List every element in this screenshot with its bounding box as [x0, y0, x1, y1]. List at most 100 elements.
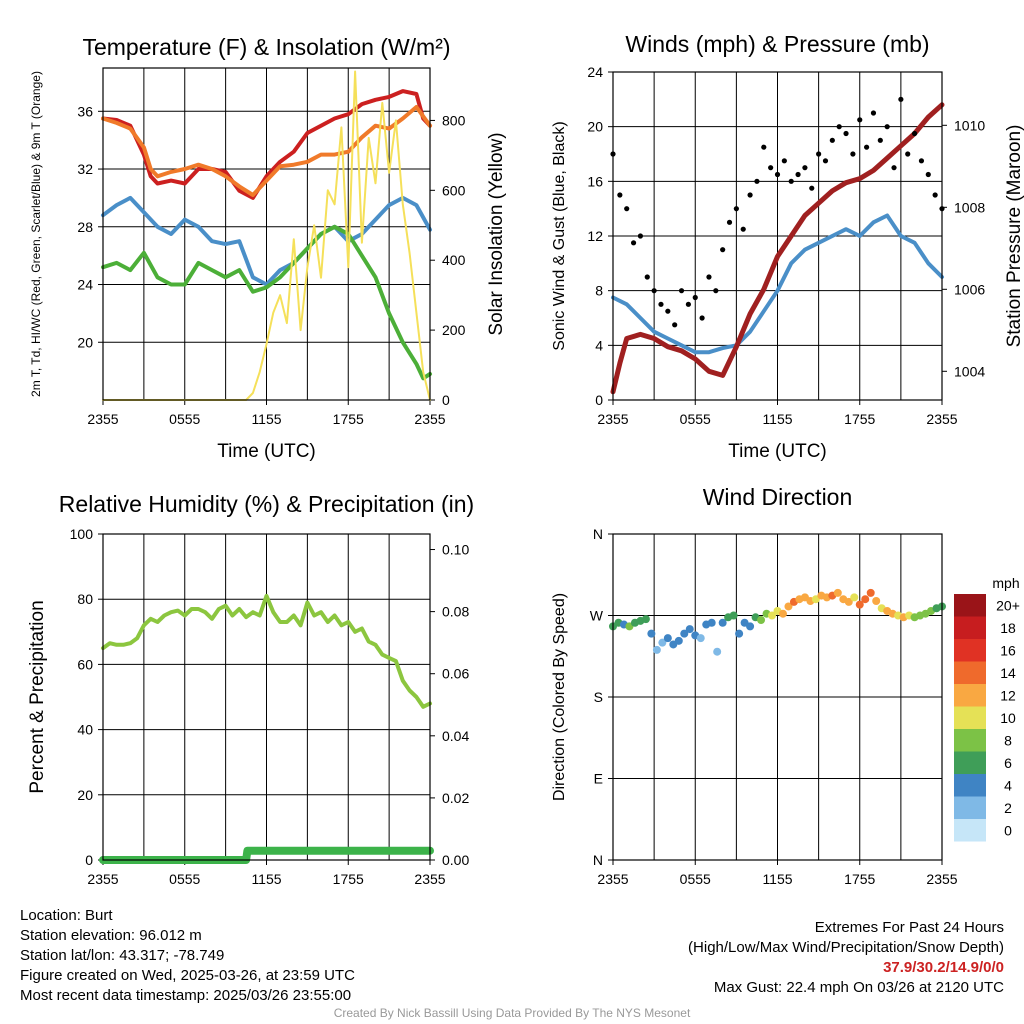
gust-point [925, 171, 931, 178]
gust-point [864, 144, 870, 150]
y-tick-label: 20 [77, 787, 93, 803]
wind-direction-point [707, 618, 716, 627]
y-tick-label: 24 [77, 277, 93, 293]
x-tick-label: 1155 [762, 871, 792, 887]
x-tick-label: 2355 [597, 871, 628, 887]
wind-direction-point [729, 611, 738, 620]
gust-point [911, 130, 918, 137]
colorbar-swatch [954, 616, 986, 639]
y-tick-label: 20 [587, 119, 603, 135]
colorbar-swatch [954, 706, 986, 729]
series-line-maroon [610, 102, 945, 395]
y-tick-label: 80 [77, 591, 93, 607]
plot-frame [612, 533, 943, 861]
wind-direction-point [746, 622, 755, 631]
gust-point [891, 165, 897, 171]
gust-point [781, 158, 787, 164]
extremes-subtitle: (High/Low/Max Wind/Precipitation/Snow De… [688, 939, 1004, 956]
y2-tick-label: 1006 [954, 281, 985, 297]
gust-point [692, 294, 698, 301]
y2-tick-label: 0.10 [442, 542, 469, 558]
station-elevation: Station elevation: 96.012 m [20, 927, 202, 944]
gust-point [685, 301, 691, 307]
y-axis-label: Percent & Precipitation [27, 600, 48, 793]
colorbar-swatch [954, 751, 986, 774]
wind-direction-point [844, 597, 853, 606]
series-line-rh [101, 593, 432, 709]
gust-point [761, 144, 767, 150]
series-line-orange [101, 105, 432, 197]
colorbar-swatch [954, 639, 986, 662]
gust-point [918, 158, 925, 164]
wind-direction-point [663, 634, 672, 643]
y-tick-label: 20 [77, 334, 93, 350]
x-tick-label: 1755 [333, 411, 364, 427]
x-tick-label: 2355 [597, 411, 628, 427]
y-axis-label: Direction (Colored By Speed) [551, 593, 568, 801]
colorbar-title: mph [992, 575, 1019, 591]
gust-point [816, 151, 822, 157]
colorbar-swatch [954, 819, 986, 842]
gust-point [877, 137, 883, 143]
x-tick-label: 2355 [414, 411, 445, 427]
y-tick-label: N [593, 852, 603, 868]
wind-direction-point [861, 595, 870, 604]
gust-point [624, 206, 630, 212]
series-line-yellow [102, 70, 431, 401]
station-location: Location: Burt [20, 907, 113, 924]
y-tick-label: 12 [587, 228, 603, 244]
y-tick-label: 32 [77, 161, 93, 177]
gust-point [699, 315, 705, 321]
y-tick-label: 40 [77, 722, 93, 738]
gust-point [713, 288, 719, 294]
x-tick-label: 0555 [169, 411, 200, 427]
wind-direction-point [833, 588, 842, 597]
x-tick-label: 2355 [87, 411, 118, 427]
y-axis-label: Sonic Wind & Gust (Blue, Black) [551, 121, 568, 350]
chart-title-2: Winds (mph) & Pressure (mb) [625, 31, 929, 57]
gust-point [802, 165, 808, 171]
gust-point [898, 96, 904, 102]
y2-axis-label: Station Pressure (Maroon) [1004, 125, 1024, 348]
wind-direction-point [647, 629, 656, 638]
gust-point [809, 185, 815, 191]
x-tick-label: 1755 [844, 871, 875, 887]
x-axis-label: Time (UTC) [728, 441, 827, 462]
wind-direction-point [641, 615, 650, 624]
y2-tick-label: 600 [442, 182, 466, 198]
gust-point [726, 219, 733, 225]
y2-tick-label: 1008 [954, 199, 985, 215]
gust-point [754, 178, 760, 184]
gust-point [870, 110, 877, 116]
station-latlon: Station lat/lon: 43.317; -78.749 [20, 947, 225, 964]
x-tick-label: 0555 [680, 871, 711, 887]
x-tick-label: 2355 [926, 411, 957, 427]
wind-direction-point [674, 636, 683, 645]
wind-direction-point [680, 629, 689, 638]
gust-point [740, 226, 746, 232]
colorbar-label: 14 [1000, 665, 1016, 681]
figure-created: Figure created on Wed, 2025-03-26, at 23… [20, 967, 355, 984]
y-tick-label: 100 [70, 526, 94, 542]
y2-tick-label: 200 [442, 322, 466, 338]
plot-frame [102, 533, 431, 861]
y-tick-label: 28 [77, 219, 93, 235]
colorbar-label: 20+ [996, 597, 1020, 613]
x-tick-label: 1755 [844, 411, 875, 427]
x-tick-label: 2355 [414, 871, 445, 887]
wind-direction-point [735, 629, 744, 638]
y-tick-label: 24 [587, 64, 603, 80]
colorbar-swatch [954, 684, 986, 707]
y-tick-label: 16 [587, 173, 603, 189]
y-tick-label: 8 [595, 283, 603, 299]
colorbar-label: 4 [1004, 777, 1012, 793]
y2-tick-label: 0.08 [442, 604, 469, 620]
colorbar-swatch [954, 774, 986, 797]
y2-tick-label: 0.04 [442, 728, 469, 744]
x-tick-label: 2355 [87, 871, 118, 887]
gust-point [706, 274, 712, 280]
x-tick-label: 0555 [169, 871, 200, 887]
y-tick-label: 60 [77, 656, 93, 672]
gust-point [617, 192, 623, 198]
y2-tick-label: 400 [442, 252, 466, 268]
